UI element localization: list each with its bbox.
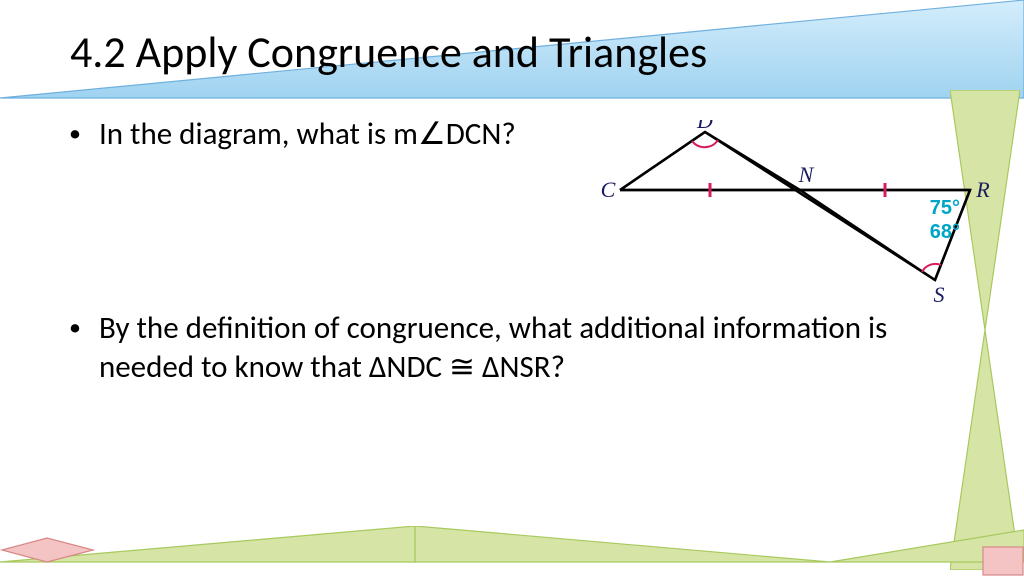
- bullet-dot: •: [69, 309, 81, 387]
- label-C: C: [601, 177, 616, 202]
- bullet-2: • By the definition of congruence, what …: [65, 309, 944, 387]
- label-R: R: [975, 177, 990, 202]
- label-S: S: [934, 282, 945, 307]
- pink-square: [982, 546, 1024, 576]
- triangle-diagram: D C N R S 75° 68°: [590, 120, 990, 320]
- pink-diamond: [0, 536, 95, 564]
- bullet-1-text: In the diagram, what is m∠DCN?: [99, 115, 516, 154]
- slide: 4.2 Apply Congruence and Triangles • In …: [0, 0, 1024, 576]
- label-N: N: [798, 162, 815, 187]
- bullet-2-text: By the definition of congruence, what ad…: [99, 309, 944, 387]
- label-D: D: [696, 120, 713, 133]
- angle-R-label: 75°: [930, 197, 960, 219]
- bullet-dot: •: [69, 115, 81, 154]
- page-title: 4.2 Apply Congruence and Triangles: [70, 25, 707, 79]
- bottom-decor: [0, 526, 1024, 576]
- angle-S-label: 68°: [930, 221, 960, 243]
